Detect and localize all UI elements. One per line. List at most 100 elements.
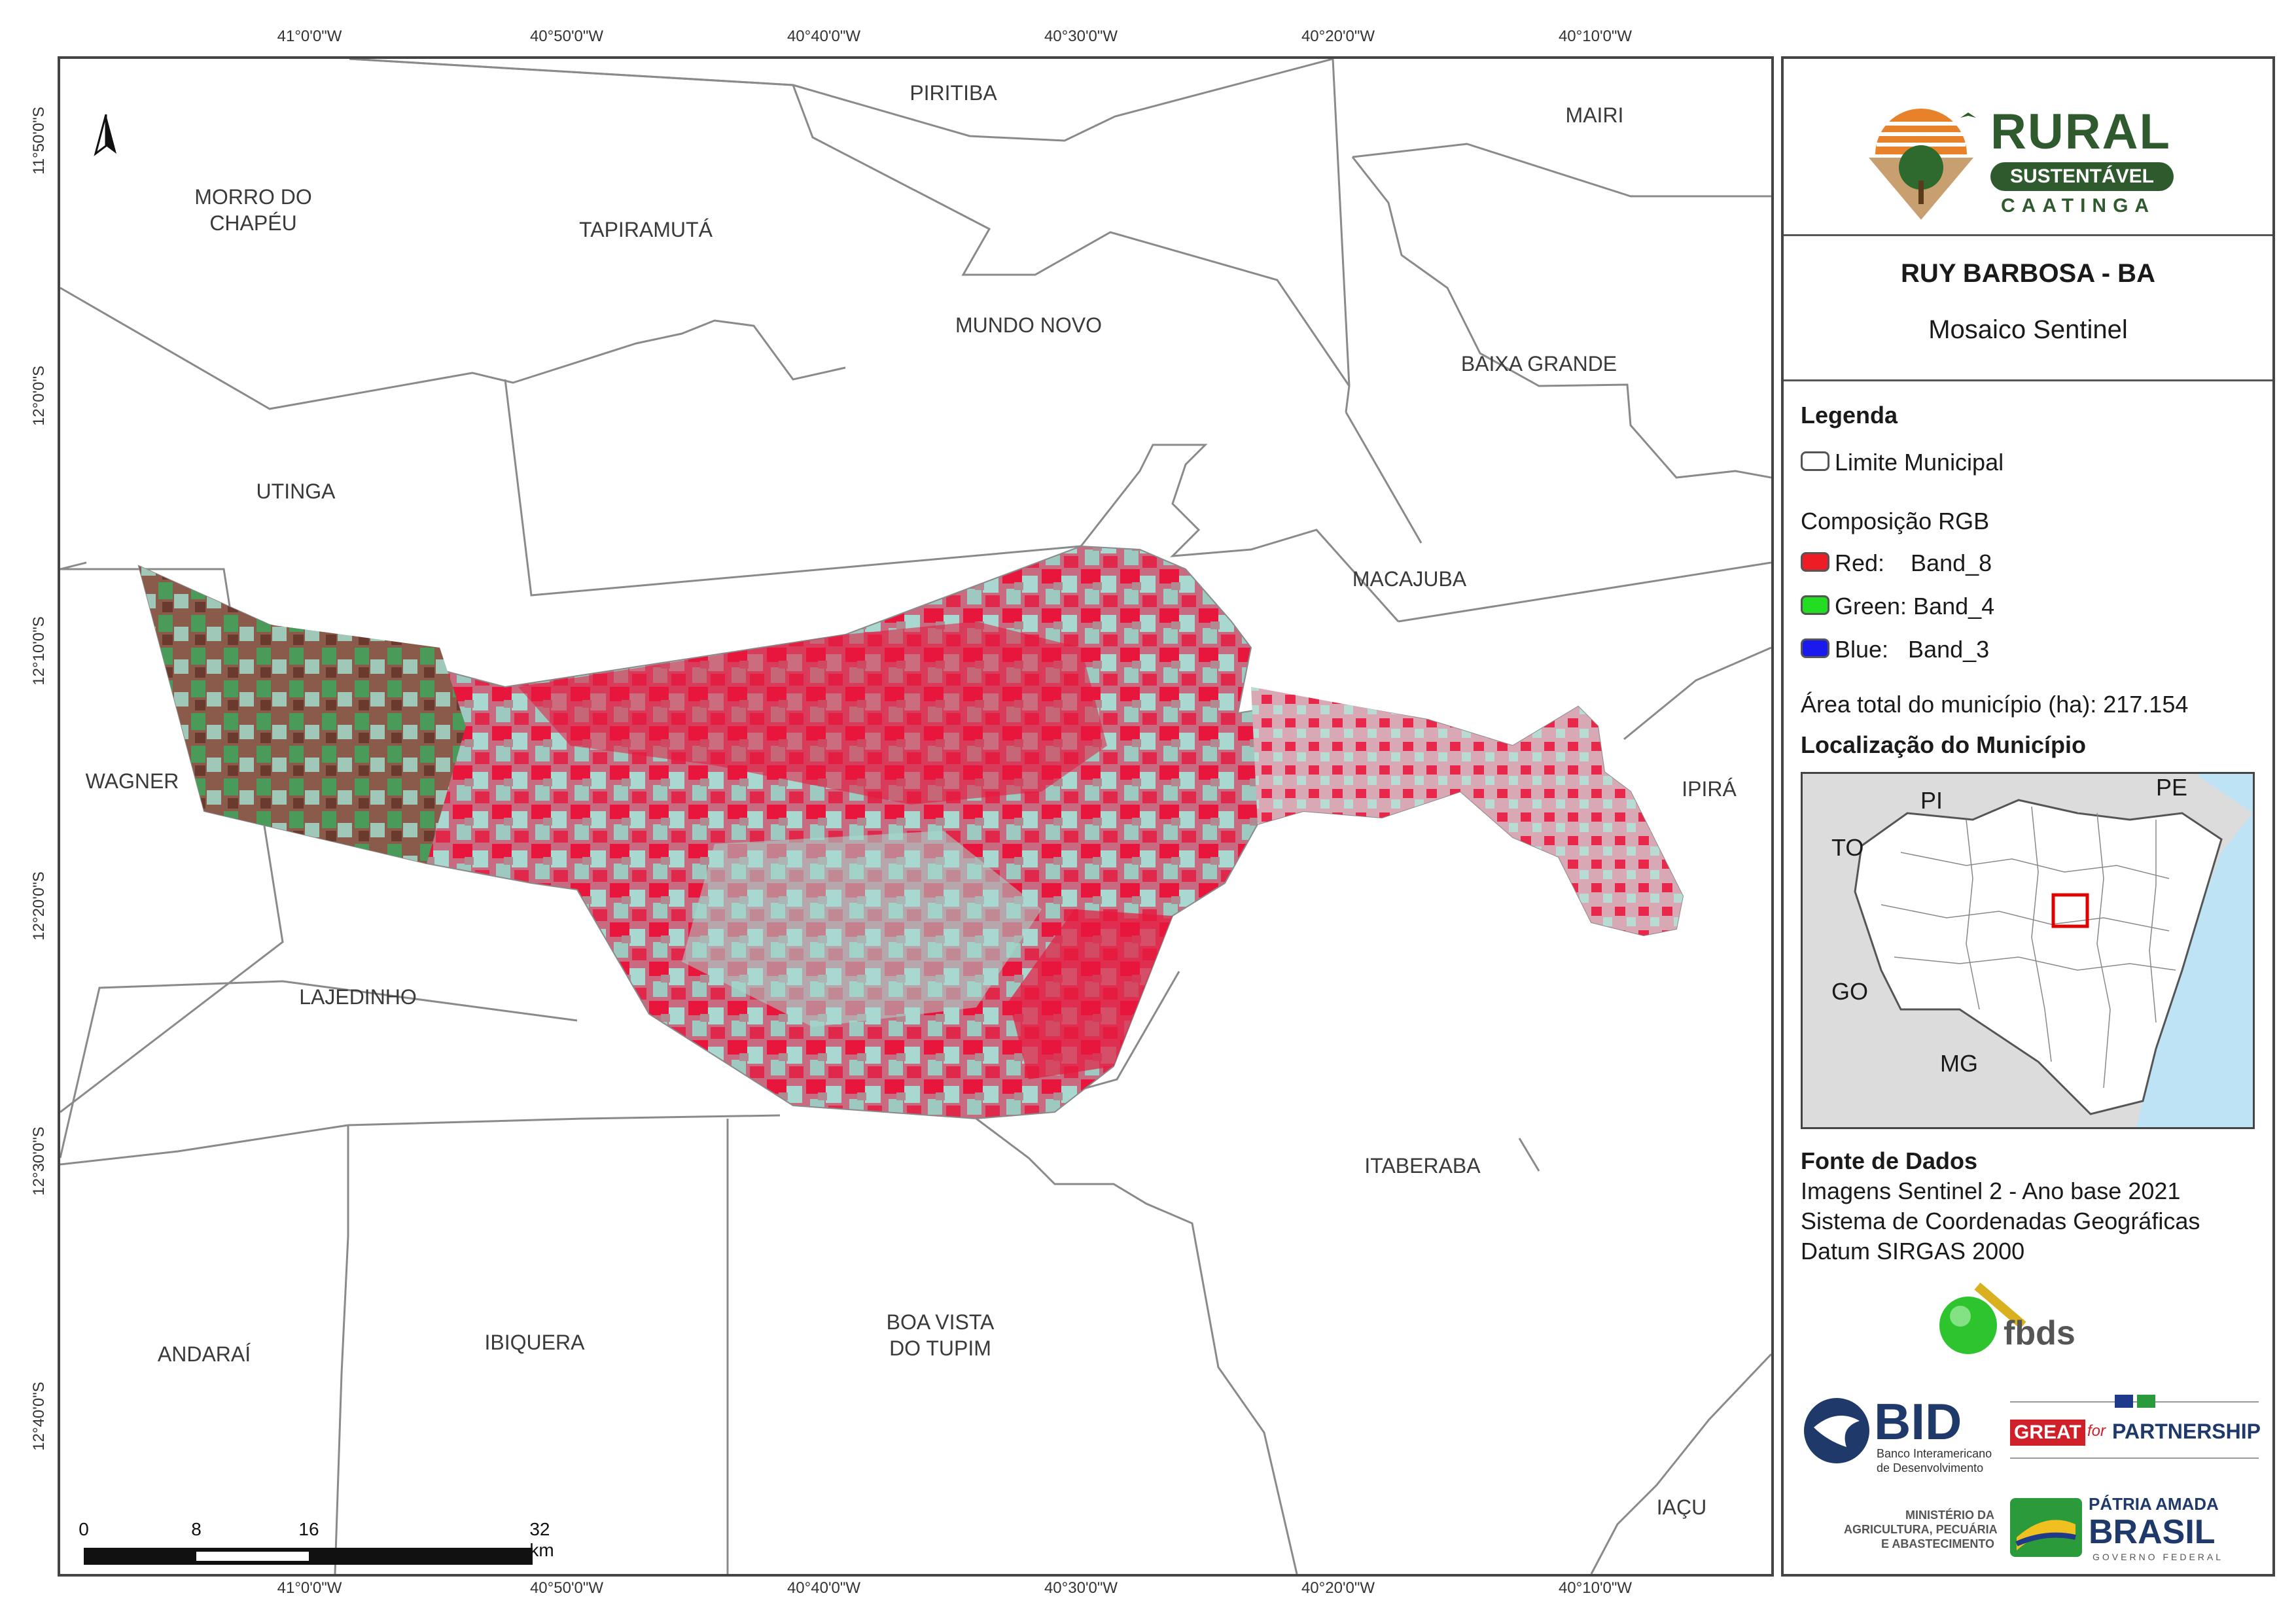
fbds-logo: fbds (1932, 1273, 2102, 1358)
label-ibiquera: IBIQUERA (484, 1331, 585, 1354)
inset-highlight-box (2051, 893, 2089, 928)
rgb-red-label: Red: Band_8 (1835, 550, 1992, 576)
fbds-text: fbds (2004, 1314, 2075, 1352)
coord-left-6: 12°40'0"S (30, 1382, 48, 1451)
state-mg: MG (1940, 1050, 1978, 1077)
great-partnership-logo: GREAT for PARTNERSHIP (2010, 1395, 2265, 1467)
fbds-emblem-icon (1939, 1282, 2026, 1354)
legend-panel: RURAL SUSTENTÁVEL CAATINGA RUY BARBOSA -… (1781, 56, 2275, 1577)
coord-top-3: 40°40'0"W (786, 27, 861, 45)
coord-left-2: 12°0'0"S (30, 365, 48, 427)
state-pi: PI (1920, 787, 1943, 814)
source-line-1: Imagens Sentinel 2 - Ano base 2021 (1801, 1178, 2181, 1204)
label-baixa-grande: BAIXA GRANDE (1460, 352, 1617, 375)
rgb-title: Composição RGB (1801, 508, 1990, 534)
partnership-text: PARTNERSHIP (2112, 1420, 2261, 1443)
scale-bar-white-segment (196, 1552, 309, 1561)
label-lajedinho: LAJEDINHO (299, 985, 417, 1009)
bid-logo: BID Banco Interamericano de Desenvolvime… (1801, 1393, 2010, 1480)
label-macajuba: MACAJUBA (1352, 567, 1467, 591)
state-pe: PE (2156, 774, 2188, 801)
rural-sustentavel-logo: RURAL SUSTENTÁVEL CAATINGA (1862, 96, 2202, 226)
label-itaberaba: ITABERABA (1364, 1154, 1481, 1178)
rgb-green-swatch (1801, 595, 1829, 615)
coord-left-3: 12°10'0"S (30, 616, 48, 686)
north-arrow (94, 114, 116, 156)
logo-rural: RURAL (1990, 104, 2171, 160)
label-mairi: MAIRI (1565, 103, 1624, 127)
coord-top-1: 41°0'0"W (277, 27, 342, 45)
source-line-3: Datum SIRGAS 2000 (1801, 1238, 2025, 1265)
coord-top-2: 40°50'0"W (529, 27, 604, 45)
label-ipira: IPIRÁ (1682, 777, 1737, 801)
patria-amada-text: PÁTRIA AMADA (2089, 1494, 2219, 1514)
ruy-barbosa-mosaic (137, 545, 1684, 1120)
rgb-blue-swatch (1801, 638, 1829, 658)
uk-flag-icon (2115, 1395, 2133, 1408)
north-label: N (86, 59, 100, 65)
coord-bottom-4: 40°30'0"W (1044, 1579, 1118, 1597)
governo-federal-text: GOVERNO FEDERAL (2093, 1552, 2224, 1562)
legend-limit-swatch (1801, 451, 1829, 471)
label-boa-vista-do-tupim: BOA VISTA DO TUPIM (886, 1310, 995, 1360)
municipal-boundaries (60, 59, 1771, 1574)
great-text: GREAT (2010, 1420, 2085, 1446)
map-canvas (60, 59, 1771, 1574)
rgb-green-label: Green: Band_4 (1835, 593, 1995, 620)
bid-emblem-icon (1804, 1398, 1869, 1463)
brazil-flag-icon (2137, 1395, 2155, 1408)
state-go: GO (1831, 978, 1869, 1005)
label-morro-do-chapeu: MORRO DO CHAPÉU (194, 185, 312, 235)
bid-sub-2: de Desenvolvimento (1877, 1461, 1984, 1475)
brasil-text: BRASIL (2089, 1513, 2216, 1551)
label-mundo-novo: MUNDO NOVO (955, 313, 1102, 337)
coord-left-4: 12°20'0"S (30, 871, 48, 941)
map-subtitle: Mosaico Sentinel (1928, 315, 2128, 344)
logo-caatinga: CAATINGA (2001, 195, 2156, 217)
coord-bottom-2: 40°50'0"W (529, 1579, 604, 1597)
coord-top-4: 40°30'0"W (1044, 27, 1118, 45)
area-total: Área total do município (ha): 217.154 (1801, 691, 2189, 718)
for-text: for (2087, 1422, 2106, 1440)
coord-bottom-3: 40°40'0"W (786, 1579, 861, 1597)
logo-emblem-icon (1869, 109, 1976, 220)
map-frame[interactable]: N PIRITIBA MAIRI MORRO DO CHAPÉU TAPIRAM… (58, 56, 1774, 1577)
brasil-emblem-icon (2010, 1498, 2082, 1557)
coord-top-5: 40°20'0"W (1301, 27, 1375, 45)
coord-bottom-1: 41°0'0"W (277, 1579, 342, 1597)
separator-1 (1784, 234, 2272, 236)
ministerio-line-2: AGRICULTURA, PECUÁRIA (1844, 1523, 1998, 1536)
ministerio-line-3: E ABASTECIMENTO (1881, 1537, 1994, 1550)
separator-2 (1784, 379, 2272, 381)
coord-left-1: 11°50'0"S (30, 107, 48, 175)
scale-tick-8: 8 (191, 1519, 202, 1539)
legend-title: Legenda (1801, 402, 1898, 428)
label-utinga: UTINGA (256, 480, 336, 503)
map-title: RUY BARBOSA - BA (1901, 259, 2155, 288)
label-andarai: ANDARAÍ (157, 1342, 251, 1366)
scale-tick-0: 0 (79, 1519, 89, 1539)
rgb-blue-label: Blue: Band_3 (1835, 636, 1990, 663)
inset-map-canvas (1854, 774, 2253, 1127)
logo-sustentavel: SUSTENTÁVEL (1990, 162, 2174, 191)
legend-limit-label: Limite Municipal (1835, 449, 2004, 476)
source-line-2: Sistema de Coordenadas Geográficas (1801, 1208, 2200, 1234)
location-title: Localização do Município (1801, 731, 2087, 758)
scale-tick-32: 32 km (529, 1519, 554, 1560)
coord-bottom-6: 40°10'0"W (1558, 1579, 1633, 1597)
ministerio-line-1: MINISTÉRIO DA (1905, 1509, 1994, 1522)
state-to: TO (1831, 834, 1864, 861)
bid-text: BID (1874, 1393, 1962, 1450)
location-inset-map: PI PE TO GO MG (1801, 772, 2255, 1129)
coord-top-6: 40°10'0"W (1558, 27, 1633, 45)
coord-bottom-5: 40°20'0"W (1301, 1579, 1375, 1597)
label-iacu: IAÇU (1656, 1495, 1707, 1519)
label-wagner: WAGNER (85, 769, 179, 793)
label-piritiba: PIRITIBA (910, 81, 997, 105)
label-tapiramuta: TAPIRAMUTÁ (579, 218, 713, 241)
rgb-red-swatch (1801, 552, 1829, 572)
bid-sub-1: Banco Interamericano (1877, 1447, 1992, 1460)
scale-tick-16: 16 (298, 1519, 319, 1539)
coord-left-5: 12°30'0"S (30, 1126, 48, 1196)
source-title: Fonte de Dados (1801, 1147, 1978, 1174)
